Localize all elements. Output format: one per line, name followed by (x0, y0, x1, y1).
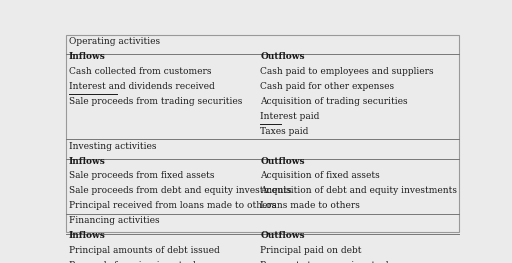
Text: Acquisition of trading securities: Acquisition of trading securities (261, 97, 408, 105)
Text: Inflows: Inflows (69, 231, 105, 240)
Text: Taxes paid: Taxes paid (261, 127, 309, 135)
Text: Payments to reacquire stock: Payments to reacquire stock (261, 261, 392, 263)
Text: Cash paid for other expenses: Cash paid for other expenses (261, 82, 395, 90)
Text: Outflows: Outflows (261, 52, 305, 60)
Text: Outflows: Outflows (261, 231, 305, 240)
Text: Operating activities: Operating activities (69, 37, 160, 45)
Text: Acquisition of debt and equity investments: Acquisition of debt and equity investmen… (261, 186, 457, 195)
Text: Cash collected from customers: Cash collected from customers (69, 67, 211, 75)
Text: Sale proceeds from fixed assets: Sale proceeds from fixed assets (69, 171, 214, 180)
Text: Investing activities: Investing activities (69, 141, 156, 150)
Text: Acquisition of fixed assets: Acquisition of fixed assets (261, 171, 380, 180)
Text: Interest paid: Interest paid (261, 112, 320, 120)
Text: Inflows: Inflows (69, 156, 105, 165)
Text: Sale proceeds from debt and equity investments: Sale proceeds from debt and equity inves… (69, 186, 291, 195)
Text: Financing activities: Financing activities (69, 216, 159, 225)
Text: Loans made to others: Loans made to others (261, 201, 360, 210)
Text: Principal paid on debt: Principal paid on debt (261, 246, 362, 255)
Text: Sale proceeds from trading securities: Sale proceeds from trading securities (69, 97, 242, 105)
Text: Principal amounts of debt issued: Principal amounts of debt issued (69, 246, 220, 255)
Text: Outflows: Outflows (261, 156, 305, 165)
Text: Proceeds from issuing stock: Proceeds from issuing stock (69, 261, 198, 263)
Text: Principal received from loans made to others: Principal received from loans made to ot… (69, 201, 276, 210)
Text: Interest and dividends received: Interest and dividends received (69, 82, 215, 90)
Text: Cash paid to employees and suppliers: Cash paid to employees and suppliers (261, 67, 434, 75)
Text: Inflows: Inflows (69, 52, 105, 60)
